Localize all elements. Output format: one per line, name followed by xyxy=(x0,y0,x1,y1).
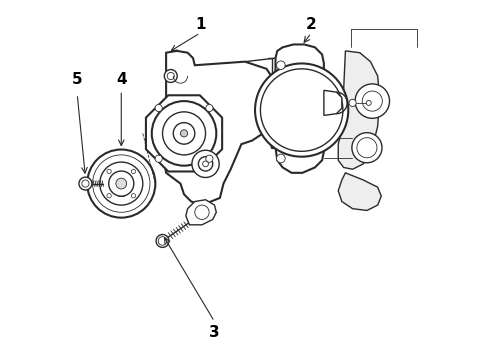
Circle shape xyxy=(355,84,390,118)
Circle shape xyxy=(79,177,92,190)
Circle shape xyxy=(155,155,162,162)
Text: 4: 4 xyxy=(116,72,126,87)
Circle shape xyxy=(366,100,371,105)
Circle shape xyxy=(352,133,382,163)
Circle shape xyxy=(203,161,208,167)
Circle shape xyxy=(163,112,205,155)
Polygon shape xyxy=(338,51,379,169)
Circle shape xyxy=(357,138,377,158)
Circle shape xyxy=(82,180,89,187)
Text: 3: 3 xyxy=(209,325,220,340)
Text: 5: 5 xyxy=(72,72,82,87)
Circle shape xyxy=(195,205,209,220)
Circle shape xyxy=(155,104,162,112)
Circle shape xyxy=(206,104,213,112)
Circle shape xyxy=(180,130,188,137)
Circle shape xyxy=(255,63,348,157)
Circle shape xyxy=(158,237,167,245)
Circle shape xyxy=(156,234,169,247)
Circle shape xyxy=(131,194,136,198)
Circle shape xyxy=(107,194,111,198)
Circle shape xyxy=(131,169,136,174)
Circle shape xyxy=(276,154,285,163)
Circle shape xyxy=(260,69,343,151)
Circle shape xyxy=(164,69,177,82)
Polygon shape xyxy=(324,90,342,116)
Polygon shape xyxy=(338,173,381,211)
Text: 1: 1 xyxy=(195,17,205,32)
Polygon shape xyxy=(163,51,274,205)
Circle shape xyxy=(107,169,111,174)
Circle shape xyxy=(349,99,356,107)
Circle shape xyxy=(198,157,213,171)
Circle shape xyxy=(276,61,285,69)
Circle shape xyxy=(173,123,195,144)
Circle shape xyxy=(206,155,213,162)
Circle shape xyxy=(93,155,150,212)
Circle shape xyxy=(116,178,126,189)
Polygon shape xyxy=(186,200,216,225)
Circle shape xyxy=(167,72,174,80)
Circle shape xyxy=(152,101,216,166)
Circle shape xyxy=(109,171,134,196)
Text: 2: 2 xyxy=(306,17,317,32)
Circle shape xyxy=(362,91,382,111)
Polygon shape xyxy=(275,44,324,173)
Circle shape xyxy=(192,150,219,177)
Circle shape xyxy=(100,162,143,205)
Circle shape xyxy=(87,149,155,218)
Polygon shape xyxy=(146,95,222,171)
